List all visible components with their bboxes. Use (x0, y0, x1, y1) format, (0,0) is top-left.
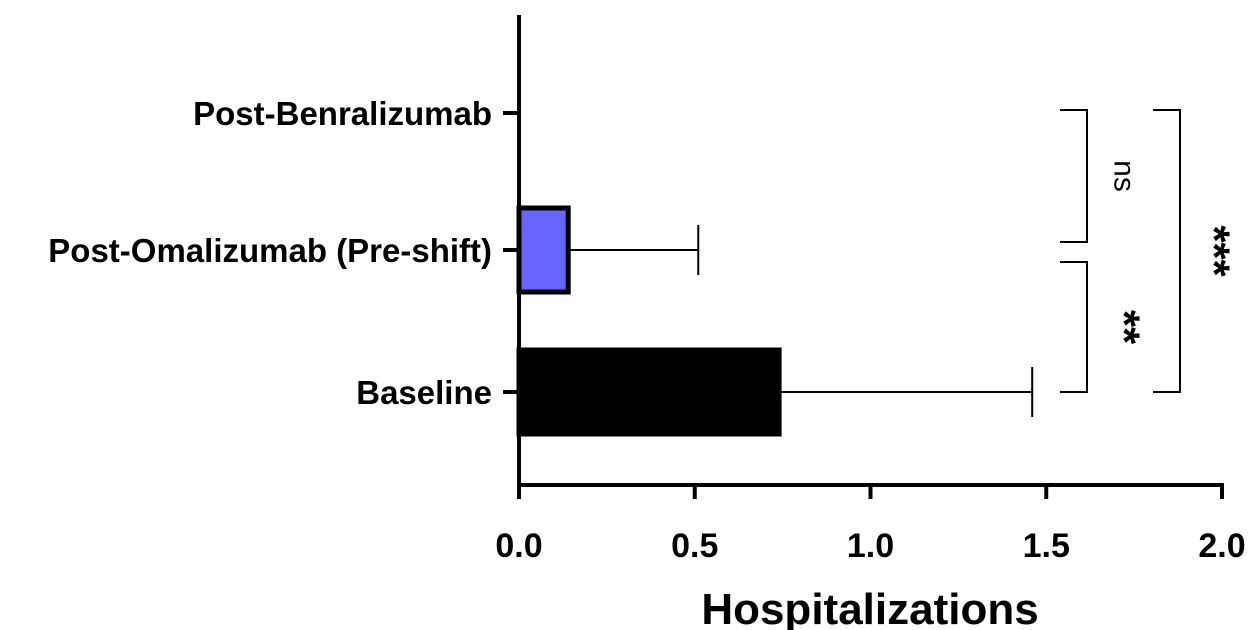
x-axis-title: Hospitalizations (701, 585, 1038, 630)
x-tick-label: 1.5 (1023, 527, 1070, 565)
category-label: Baseline (356, 374, 492, 411)
bar (516, 347, 782, 437)
significance-bracket (1060, 261, 1088, 393)
x-tick-label: 0.0 (495, 527, 542, 565)
significance-label-stars: *** (1190, 225, 1239, 277)
significance-label-stars: ** (1100, 310, 1149, 345)
category-label: Post-Benralizumab (193, 95, 492, 132)
bar (516, 205, 571, 295)
significance-label-ns: ns (1108, 160, 1141, 192)
significance-bracket (1153, 109, 1181, 393)
category-label: Post-Omalizumab (Pre-shift) (48, 232, 492, 269)
x-tick-label: 2.0 (1198, 527, 1245, 565)
x-tick-label: 0.5 (671, 527, 718, 565)
significance-bracket (1060, 109, 1088, 243)
x-tick-label: 1.0 (847, 527, 894, 565)
plot-area: 0.0 0.5 1.0 1.5 2.0 Post-Benralizumab Post-Oma… (48, 15, 1246, 565)
